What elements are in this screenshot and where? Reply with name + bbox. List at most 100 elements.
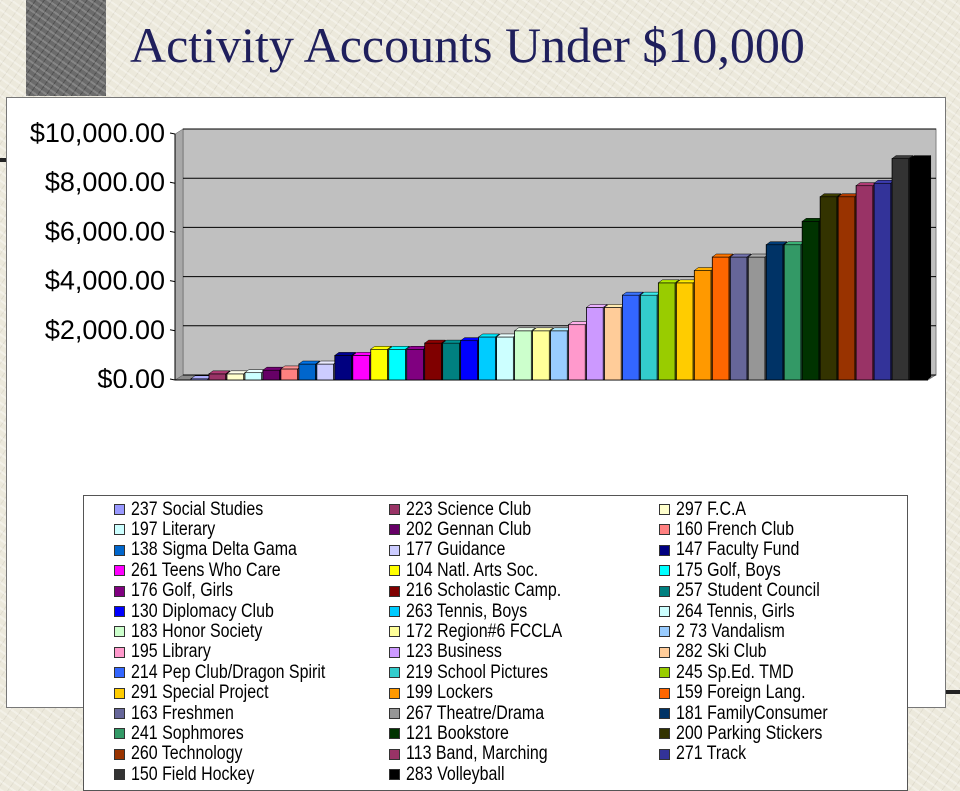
legend-item: 121 Bookstore (389, 723, 529, 744)
bar (568, 324, 586, 381)
legend-item: 160 French Club (659, 519, 816, 540)
y-tick (169, 132, 176, 135)
legend-item: 200 Parking Stickers (659, 723, 850, 744)
legend-label: 2 73 Vandalism (676, 620, 785, 642)
legend-label: 237 Social Studies (131, 498, 264, 520)
legend-label: 138 Sigma Delta Gama (131, 539, 297, 561)
legend-swatch (389, 748, 400, 760)
y-tick (169, 230, 176, 233)
y-tick-label: $2,000.00 (45, 315, 165, 345)
legend-swatch (389, 565, 400, 577)
legend-swatch (114, 565, 125, 577)
legend-swatch (389, 606, 400, 617)
y-tick (169, 280, 176, 283)
legend-item: 267 Theatre/Drama (389, 703, 570, 724)
legend-item: 291 Special Project (114, 682, 295, 704)
legend-label: 121 Bookstore (406, 722, 509, 744)
bar (711, 256, 730, 381)
bar (586, 307, 604, 381)
legend-item: 123 Business (389, 641, 520, 663)
legend-swatch (659, 626, 670, 638)
legend-item: 219 School Pictures (389, 662, 575, 683)
legend-label: 214 Pep Club/Dragon Spirit (131, 661, 326, 683)
legend-swatch (659, 728, 670, 740)
legend-item: 237 Social Studies (114, 499, 288, 520)
legend-swatch (659, 748, 670, 760)
legend-item: 175 Golf, Boys (659, 560, 801, 581)
bar (460, 340, 478, 381)
legend-label: 271 Track (676, 743, 747, 765)
legend-item: 195 Library (114, 641, 226, 663)
bar (478, 336, 496, 381)
legend-swatch (389, 544, 400, 556)
bar (801, 220, 820, 381)
bar (316, 363, 335, 381)
bar (514, 330, 532, 381)
legend-item: 199 Lockers (389, 682, 510, 704)
legend-swatch (389, 687, 400, 699)
legend-label: 159 Foreign Lang. (676, 682, 806, 704)
legend-item: 257 Student Council (659, 580, 847, 602)
legend-swatch (659, 585, 670, 597)
legend-label: 297 F.C.A (676, 498, 747, 520)
legend-swatch (114, 667, 125, 679)
bar (226, 373, 245, 381)
legend-item: 214 Pep Club/Dragon Spirit (114, 662, 362, 683)
legend-item: 216 Scholastic Camp. (389, 580, 591, 602)
legend-item: 172 Region#6 FCCLA (389, 621, 592, 642)
bar (604, 307, 622, 381)
legend-item: 271 Track (659, 743, 759, 765)
legend-swatch (114, 687, 125, 699)
bar (675, 282, 694, 381)
bar-side (926, 155, 932, 381)
legend-item: 283 Volleyball (389, 764, 523, 785)
decorative-side-bar (26, 0, 106, 96)
bar (909, 158, 928, 381)
bar (657, 282, 676, 381)
legend-swatch (114, 769, 125, 781)
y-tick-label: $6,000.00 (45, 216, 165, 246)
y-tick-label: $10,000.00 (30, 118, 165, 148)
legend-item: 177 Guidance (389, 539, 524, 561)
bar (406, 348, 424, 381)
legend-label: 200 Parking Stickers (676, 722, 823, 744)
bar (298, 363, 317, 381)
y-tick-label: $8,000.00 (45, 167, 165, 197)
legend-label: 113 Band, Marching (406, 743, 548, 765)
legend-label: 245 Sp.Ed. TMD (676, 661, 794, 683)
plot-side-wall (174, 128, 184, 381)
bar (783, 244, 802, 381)
legend-item: 223 Science Club (389, 499, 555, 520)
legend-label: 291 Special Project (131, 682, 269, 704)
legend-item: 197 Literary (114, 519, 231, 540)
bar (244, 372, 263, 381)
legend-item: 297 F.C.A (659, 499, 759, 520)
page-title: Activity Accounts Under $10,000 (130, 17, 805, 73)
legend-label: 130 Diplomacy Club (131, 600, 274, 622)
legend-swatch (389, 769, 400, 781)
bar (352, 354, 370, 381)
legend-swatch (659, 667, 670, 679)
legend-swatch (114, 626, 125, 638)
legend-swatch (659, 544, 670, 556)
legend-label: 283 Volleyball (406, 763, 505, 785)
legend-label: 197 Literary (131, 518, 216, 540)
legend-label: 175 Golf, Boys (676, 559, 781, 581)
legend-swatch (114, 544, 125, 556)
legend-label: 263 Tennis, Boys (406, 600, 528, 622)
decorative-tick-mark (940, 690, 960, 694)
legend-label: 177 Guidance (406, 539, 506, 561)
legend-label: 163 Freshmen (131, 702, 234, 724)
legend-label: 264 Tennis, Girls (676, 600, 795, 622)
legend-swatch (389, 728, 400, 740)
legend-swatch (114, 708, 125, 719)
legend-label: 241 Sophmores (131, 722, 244, 744)
bar (639, 294, 658, 381)
legend-label: 199 Lockers (406, 682, 493, 704)
y-tick-label: $0.00 (97, 364, 165, 388)
legend-item: 263 Tennis, Boys (389, 601, 550, 622)
legend-label: 150 Field Hockey (131, 763, 255, 785)
legend-swatch (659, 708, 670, 719)
bar (424, 342, 442, 381)
y-tick-label: $4,000.00 (45, 266, 165, 296)
